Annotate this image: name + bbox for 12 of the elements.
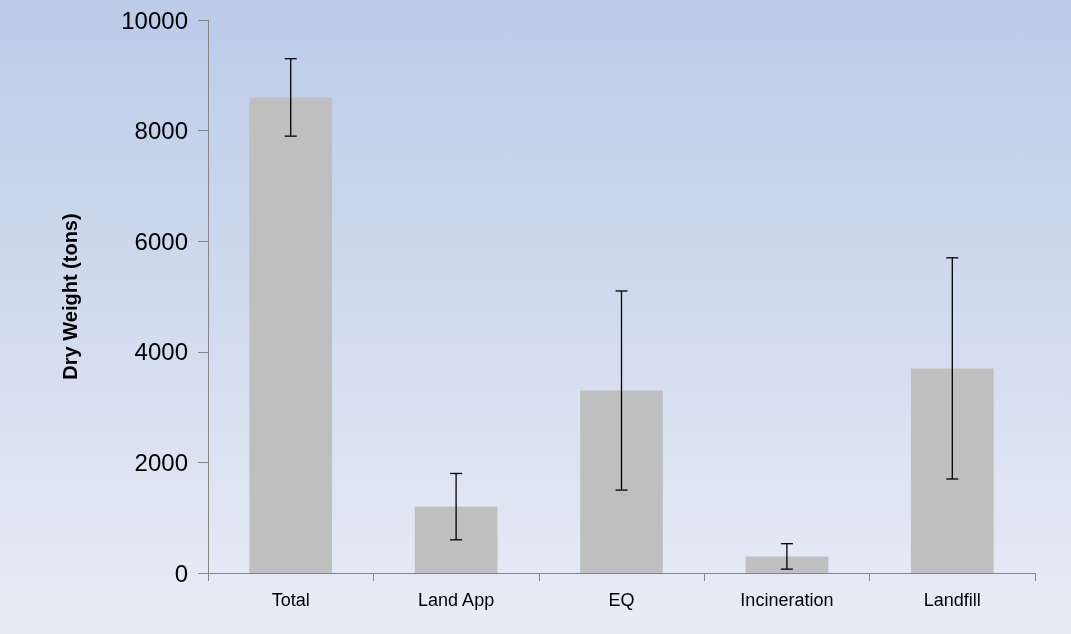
- y-tick-label: 0: [174, 559, 188, 587]
- x-tick-label: EQ: [608, 590, 635, 610]
- x-tick-label: Landfill: [923, 590, 981, 610]
- y-axis-title: Dry Weight (tons): [59, 213, 81, 380]
- x-tick-label: Land App: [418, 590, 495, 610]
- x-tick-label: Incineration: [740, 590, 834, 610]
- y-tick-label: 6000: [134, 227, 188, 255]
- x-tick-label: Total: [271, 590, 310, 610]
- y-tick-label: 10000: [121, 6, 188, 34]
- y-tick-label: 8000: [134, 117, 188, 145]
- y-tick-label: 2000: [134, 448, 188, 476]
- y-tick-label: 4000: [134, 338, 188, 366]
